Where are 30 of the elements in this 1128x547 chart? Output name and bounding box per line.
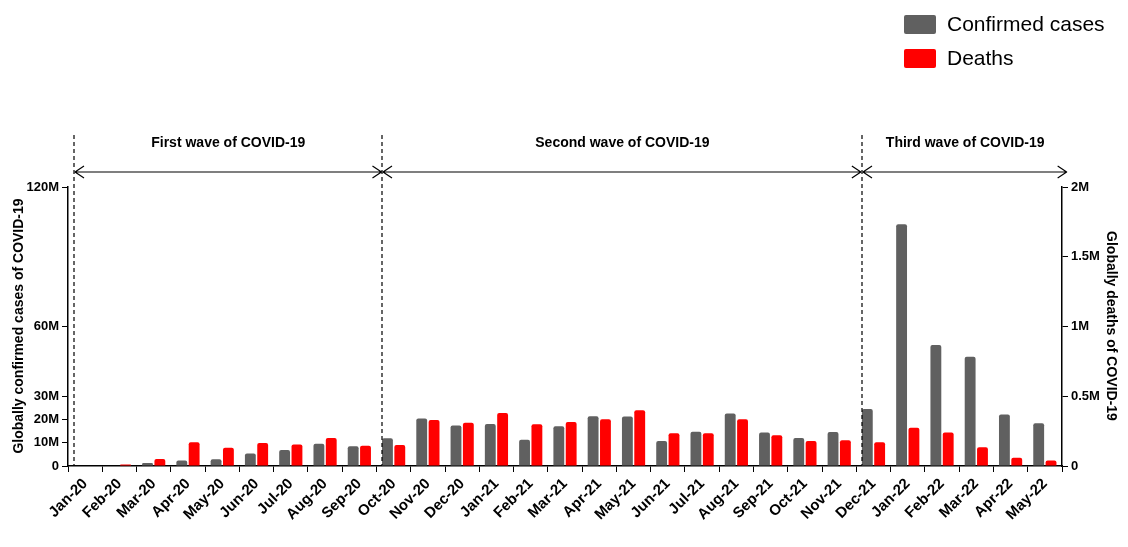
bar <box>861 409 873 466</box>
y2-axis-title: Globally deaths of COVID-19 <box>1104 231 1120 421</box>
y-tick-label: 120M <box>26 178 59 194</box>
y2-tick-label: 1M <box>1071 318 1090 334</box>
bar <box>908 427 920 466</box>
y2-tick-label: 1.5M <box>1071 248 1100 264</box>
bar <box>977 447 988 466</box>
text: Third wave of COVID-19 <box>885 133 1045 150</box>
y-tick-label: 30M <box>33 387 59 403</box>
legend-label: Deaths <box>947 46 1014 70</box>
bar <box>1011 457 1023 466</box>
bar <box>188 442 200 466</box>
y-tick-label: 0 <box>51 457 59 473</box>
legend-label: Confirmed cases <box>947 12 1105 36</box>
bar <box>222 447 234 466</box>
y2-tick-label: 0 <box>1071 457 1079 473</box>
bar <box>896 224 908 466</box>
text: Second wave of COVID-19 <box>535 133 710 150</box>
y-axis-title: Globally confirmed cases of COVID-19 <box>10 198 26 454</box>
bar <box>998 414 1010 466</box>
bar <box>964 356 976 466</box>
y2-tick-label: 2M <box>1071 178 1090 194</box>
text: First wave of COVID-19 <box>151 133 306 150</box>
bar <box>930 345 942 466</box>
y2-tick-label: 0.5M <box>1071 387 1100 403</box>
bar <box>1033 423 1045 466</box>
y-tick-label: 60M <box>33 318 59 334</box>
y-tick-label: 20M <box>33 411 59 427</box>
bar <box>942 432 954 466</box>
y-tick-label: 10M <box>33 434 59 450</box>
